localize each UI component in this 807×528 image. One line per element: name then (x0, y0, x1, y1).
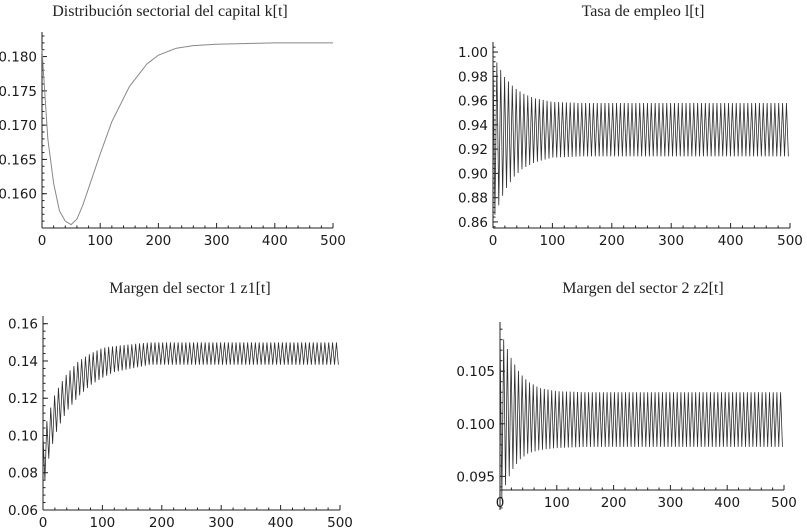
series-line-z2 (499, 329, 783, 497)
series-line-z1 (42, 342, 339, 481)
x-tick-label: 500 (777, 233, 803, 249)
x-tick-label: 100 (540, 233, 566, 249)
x-tick-label: 200 (601, 495, 627, 511)
y-tick-label: 0.86 (458, 215, 488, 231)
x-tick-label: 0 (38, 233, 47, 249)
y-tick-label: 0.08 (8, 466, 38, 482)
x-tick-label: 500 (771, 495, 797, 511)
y-tick-label: 0.96 (458, 94, 488, 110)
x-tick-label: 200 (149, 515, 175, 528)
y-tick-label: 0.180 (0, 50, 37, 66)
x-tick-label: 400 (718, 233, 744, 249)
series-line-l (492, 54, 789, 215)
y-tick-label: 0.095 (456, 469, 495, 485)
x-tick-label: 400 (714, 495, 740, 511)
chart-title: Tasa de empleo l[t] (582, 3, 705, 20)
x-tick-label: 500 (327, 515, 353, 528)
x-tick-label: 300 (658, 495, 684, 511)
y-tick-label: 1.00 (458, 45, 488, 61)
y-tick-label: 0.12 (8, 391, 38, 407)
x-tick-label: 0 (496, 495, 505, 511)
y-tick-label: 0.92 (458, 142, 488, 158)
x-tick-label: 100 (87, 233, 113, 249)
chart-z2: Margen del sector 2 z2[t] 0 100 200 300 400 50… (456, 280, 797, 511)
y-tick-label: 0.170 (0, 118, 37, 134)
y-tick-label: 0.94 (458, 118, 488, 134)
chart-title: Distribución sectorial del capital k[t] (52, 3, 287, 20)
x-tick-label: 300 (658, 233, 684, 249)
x-tick-label: 400 (262, 233, 288, 249)
chart-l: Tasa de empleo l[t] 0 100 200 300 400 500 0.86 0… (458, 3, 803, 249)
y-tick-label: 0.06 (8, 503, 38, 519)
x-tick-label: 100 (90, 515, 116, 528)
chart-title: Margen del sector 2 z2[t] (562, 280, 723, 297)
y-tick-label: 0.10 (8, 428, 38, 444)
x-tick-label: 400 (268, 515, 294, 528)
y-tick-label: 0.105 (456, 364, 495, 380)
chart-k: Distribución sectorial del capital k[t] 0… (0, 3, 346, 249)
y-tick-label: 0.16 (8, 317, 38, 333)
x-tick-label: 500 (320, 233, 346, 249)
y-tick-label: 0.175 (0, 84, 37, 100)
x-tick-label: 200 (599, 233, 625, 249)
x-tick-label: 100 (544, 495, 570, 511)
chart-z1: Margen del sector 1 z1[t] 0 100 200 300 400 50… (8, 280, 353, 528)
x-tick-label: 0 (39, 515, 48, 528)
y-tick-label: 0.100 (456, 417, 495, 433)
y-tick-label: 0.165 (0, 152, 37, 168)
y-tick-label: 0.90 (458, 166, 488, 182)
series-line-k (41, 42, 333, 226)
y-tick-label: 0.88 (458, 191, 488, 207)
y-tick-label: 0.14 (8, 354, 38, 370)
x-tick-label: 300 (208, 515, 234, 528)
x-tick-label: 0 (489, 233, 498, 249)
chart-title: Margen del sector 1 z1[t] (109, 280, 270, 297)
y-tick-label: 0.160 (0, 187, 37, 203)
x-tick-label: 200 (146, 233, 172, 249)
x-tick-label: 300 (204, 233, 230, 249)
y-tick-label: 0.98 (458, 69, 488, 85)
